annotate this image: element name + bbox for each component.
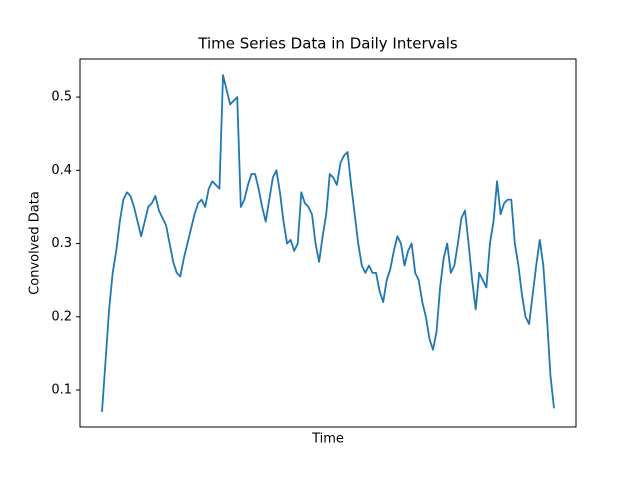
y-tick-label: 0.4 xyxy=(51,163,72,178)
y-tick-label: 0.5 xyxy=(51,90,72,105)
x-axis-label: Time xyxy=(311,432,344,447)
chart-title: Time Series Data in Daily Intervals xyxy=(197,35,458,53)
y-tick-label: 0.1 xyxy=(51,383,72,398)
data-line xyxy=(101,74,555,413)
plot-frame xyxy=(79,58,577,428)
y-tick-label: 0.3 xyxy=(51,236,72,251)
y-tick-label: 0.2 xyxy=(51,309,72,324)
y-axis-label: Convolved Data xyxy=(28,191,43,295)
